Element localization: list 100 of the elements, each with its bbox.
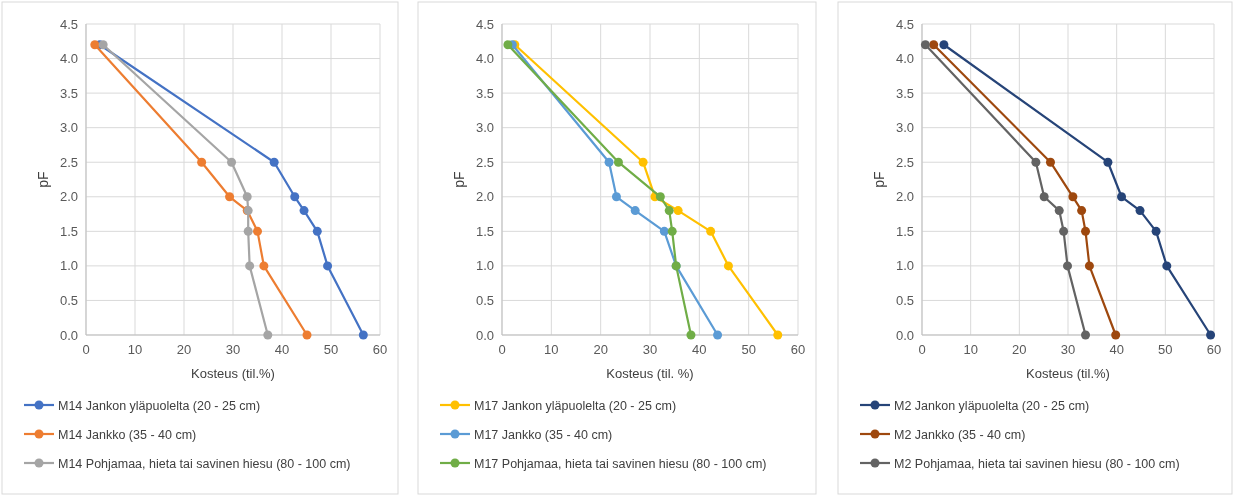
x-tick-label: 30 xyxy=(1060,342,1076,357)
x-tick-label: 30 xyxy=(225,342,241,357)
y-tick-label: 4.0 xyxy=(475,51,494,67)
legend-label: M14 Jankon yläpuolelta (20 - 25 cm) xyxy=(58,398,261,413)
x-tick-label: 10 xyxy=(544,342,559,357)
point xyxy=(290,192,300,202)
point xyxy=(503,40,513,50)
x-tick-label: 60 xyxy=(1206,342,1222,357)
point xyxy=(323,261,333,271)
point xyxy=(1081,330,1091,340)
y-tick-label: 1.0 xyxy=(475,258,494,274)
legend-label: M2 Jankon yläpuolelta (20 - 25 cm) xyxy=(894,398,1090,413)
x-axis-title: Kosteus (til. %) xyxy=(606,366,694,381)
y-tick-label: 2.5 xyxy=(59,154,78,170)
x-tick-label: 20 xyxy=(1012,342,1027,357)
point xyxy=(1045,157,1055,167)
point xyxy=(253,226,262,236)
legend-label: M2 Jankko (35 - 40 cm) xyxy=(894,427,1026,442)
y-tick-label: 4.0 xyxy=(895,51,914,67)
x-tick-label: 20 xyxy=(176,342,192,357)
point xyxy=(197,157,207,167)
point xyxy=(613,157,623,167)
x-tick-label: 50 xyxy=(741,342,756,357)
point xyxy=(259,261,269,271)
point xyxy=(242,192,252,202)
y-tick-label: 1.5 xyxy=(59,223,78,239)
point xyxy=(630,206,640,216)
point xyxy=(1151,226,1161,236)
x-tick-label: 20 xyxy=(593,342,608,357)
x-tick-label: 50 xyxy=(1158,342,1173,357)
y-tick-label: 2.0 xyxy=(59,189,78,205)
y-tick-label: 3.5 xyxy=(59,85,78,101)
point xyxy=(1081,226,1091,236)
point xyxy=(1084,261,1094,271)
y-tick-label: 4.5 xyxy=(895,16,914,32)
x-tick-label: 10 xyxy=(963,342,978,357)
point xyxy=(713,330,723,340)
y-tick-label: 1.5 xyxy=(895,223,914,239)
point xyxy=(706,226,716,236)
y-tick-label: 3.0 xyxy=(59,120,78,136)
point xyxy=(655,192,665,202)
y-tick-label: 4.0 xyxy=(59,51,78,67)
legend-label: M14 Jankko (35 - 40 cm) xyxy=(58,427,197,442)
point xyxy=(1135,206,1145,216)
y-tick-label: 1.0 xyxy=(59,258,78,274)
y-tick-label: 3.5 xyxy=(475,85,494,101)
legend-label: M17 Jankko (35 - 40 cm) xyxy=(474,427,613,442)
point xyxy=(638,157,648,167)
x-tick-label: 40 xyxy=(692,342,707,357)
point xyxy=(245,261,255,271)
x-axis-title: Kosteus (til.%) xyxy=(1026,366,1110,381)
legend-label: M14 Pohjamaa, hieta tai savinen hiesu (80 - 100 cm) xyxy=(58,456,351,471)
point xyxy=(1054,206,1064,216)
y-tick-label: 3.5 xyxy=(895,85,914,101)
y-tick-label: 2.0 xyxy=(475,189,494,205)
y-tick-label: 2.0 xyxy=(895,189,914,205)
y-tick-label: 0.0 xyxy=(475,327,494,343)
point xyxy=(611,192,621,202)
x-tick-label: 0 xyxy=(82,342,90,357)
point xyxy=(243,226,253,236)
y-tick-label: 4.5 xyxy=(59,16,78,32)
point xyxy=(299,206,309,216)
point xyxy=(312,226,322,236)
point xyxy=(673,206,683,216)
point xyxy=(227,157,237,167)
legend-label: M17 Jankon yläpuolelta (20 - 25 cm) xyxy=(474,398,677,413)
y-tick-label: 4.5 xyxy=(475,16,494,32)
y-tick-label: 0.0 xyxy=(59,327,78,343)
point xyxy=(1063,261,1073,271)
point xyxy=(90,40,100,50)
y-tick-label: 1.5 xyxy=(475,223,494,239)
point xyxy=(1111,330,1121,340)
point xyxy=(302,330,312,340)
y-tick-label: 2.5 xyxy=(895,154,914,170)
y-tick-label: 0.5 xyxy=(475,292,494,308)
y-axis-title: pF xyxy=(35,171,51,188)
point xyxy=(664,206,674,216)
point xyxy=(1117,192,1127,202)
point xyxy=(929,40,939,50)
point xyxy=(1162,261,1172,271)
y-tick-label: 1.0 xyxy=(895,258,914,274)
point xyxy=(667,226,677,236)
point xyxy=(1031,157,1041,167)
legend-label: M17 Pohjamaa, hieta tai savinen hiesu (80 - 100 cm) xyxy=(474,456,767,471)
y-axis-title: pF xyxy=(871,171,887,188)
legend-label: M2 Pohjamaa, hieta tai savinen hiesu (80 - 100 cm) xyxy=(894,456,1180,471)
point xyxy=(773,330,783,340)
x-tick-label: 10 xyxy=(127,342,143,357)
point xyxy=(686,330,696,340)
point xyxy=(920,40,930,50)
x-tick-label: 60 xyxy=(790,342,806,357)
point xyxy=(723,261,733,271)
x-tick-label: 0 xyxy=(498,342,506,357)
point xyxy=(263,330,273,340)
point xyxy=(1039,192,1049,202)
x-tick-label: 40 xyxy=(274,342,290,357)
y-tick-label: 3.0 xyxy=(895,120,914,136)
point xyxy=(358,330,368,340)
point xyxy=(269,157,279,167)
x-tick-label: 60 xyxy=(372,342,388,357)
